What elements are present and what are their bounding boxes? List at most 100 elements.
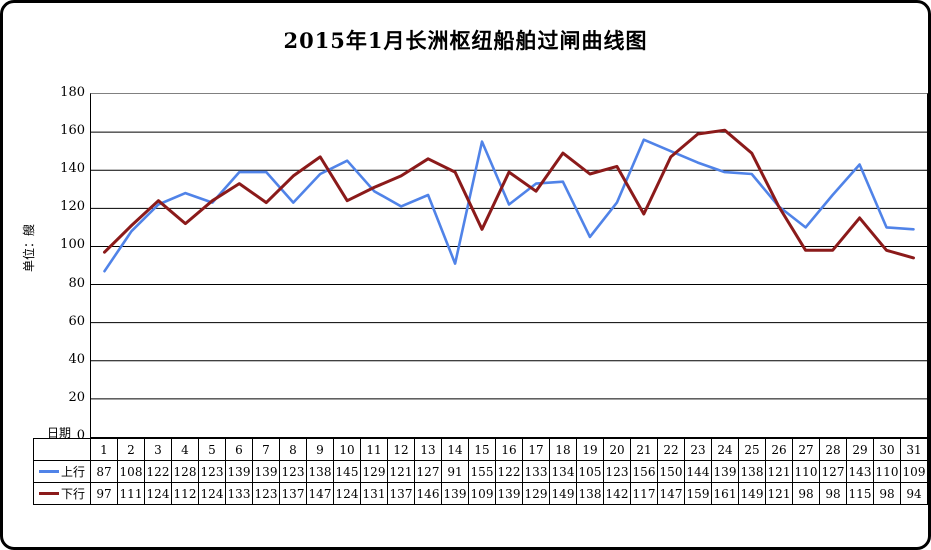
value-cell: 122 — [495, 460, 523, 483]
value-cell: 124 — [198, 482, 226, 505]
value-cell: 108 — [117, 460, 145, 483]
day-header-cell: 9 — [306, 438, 334, 461]
day-header-cell: 12 — [387, 438, 415, 461]
y-tick-label: 80 — [68, 275, 85, 291]
value-cell: 109 — [900, 460, 928, 483]
value-cell: 98 — [792, 482, 820, 505]
value-cell: 143 — [846, 460, 874, 483]
value-cell: 129 — [360, 460, 388, 483]
y-tick-label: 100 — [60, 237, 85, 253]
day-header-cell: 31 — [900, 438, 928, 461]
value-cell: 139 — [441, 482, 469, 505]
value-cell: 139 — [495, 482, 523, 505]
value-cell: 117 — [630, 482, 658, 505]
legend-label: 下行 — [60, 487, 85, 501]
day-header-cell: 1 — [90, 438, 118, 461]
table-row-下行: 下行 97 111 124 112 124 133 123 137 147 124 131 137 146… — [33, 482, 928, 505]
value-cell: 121 — [765, 482, 793, 505]
value-cell: 144 — [684, 460, 712, 483]
value-cell: 123 — [279, 460, 307, 483]
y-tick-label: 160 — [60, 123, 85, 139]
day-header-cell: 26 — [765, 438, 793, 461]
y-tick-label: 140 — [60, 161, 85, 177]
value-cell: 161 — [711, 482, 739, 505]
day-header-cell: 27 — [792, 438, 820, 461]
value-cell: 123 — [198, 460, 226, 483]
value-cell: 139 — [252, 460, 280, 483]
value-cell: 139 — [225, 460, 253, 483]
table-row-上行: 上行 87 108 122 128 123 139 139 123 138 145 129 121 127… — [33, 460, 928, 483]
day-header-cell: 4 — [171, 438, 199, 461]
legend-cell-下行: 下行 — [33, 482, 91, 505]
day-header-cell: 2 — [117, 438, 145, 461]
day-header-cell: 8 — [279, 438, 307, 461]
day-header-cell: 5 — [198, 438, 226, 461]
value-cell: 105 — [576, 460, 604, 483]
value-cell: 155 — [468, 460, 496, 483]
data-table: 1 2 3 4 5 6 7 8 9 10 11 12 13 14 15 16 17 18 19 20 21 22 23 24 2… — [33, 438, 928, 505]
value-cell: 149 — [549, 482, 577, 505]
day-header-cell: 21 — [630, 438, 658, 461]
value-cell: 98 — [873, 482, 901, 505]
value-cell: 137 — [387, 482, 415, 505]
value-cell: 124 — [333, 482, 361, 505]
y-tick-label: 180 — [60, 85, 85, 100]
value-cell: 115 — [846, 482, 874, 505]
value-cell: 133 — [522, 460, 550, 483]
day-header-cell: 13 — [414, 438, 442, 461]
value-cell: 142 — [603, 482, 631, 505]
value-cell: 138 — [306, 460, 334, 483]
value-cell: 133 — [225, 482, 253, 505]
x-axis-label: 日期 — [47, 426, 72, 440]
value-cell: 138 — [576, 482, 604, 505]
value-cell: 94 — [900, 482, 928, 505]
value-cell: 145 — [333, 460, 361, 483]
y-tick-label: 60 — [68, 313, 85, 329]
day-header-cell: 17 — [522, 438, 550, 461]
day-header-cell: 6 — [225, 438, 253, 461]
value-cell: 137 — [279, 482, 307, 505]
y-tick-label: 40 — [68, 351, 85, 367]
value-cell: 127 — [819, 460, 847, 483]
value-cell: 122 — [144, 460, 172, 483]
day-header-cell: 7 — [252, 438, 280, 461]
y-axis-unit-label: 单位：艘 — [22, 224, 36, 273]
day-header-cell: 16 — [495, 438, 523, 461]
value-cell: 147 — [306, 482, 334, 505]
day-header-cell: 3 — [144, 438, 172, 461]
day-header-cell: 20 — [603, 438, 631, 461]
value-cell: 149 — [738, 482, 766, 505]
legend-label: 上行 — [60, 465, 85, 479]
value-cell: 147 — [657, 482, 685, 505]
value-cell: 121 — [387, 460, 415, 483]
value-cell: 123 — [252, 482, 280, 505]
series-line-下行 — [103, 128, 915, 260]
y-tick-label: 20 — [68, 389, 85, 405]
value-cell: 150 — [657, 460, 685, 483]
table-header-row: 1 2 3 4 5 6 7 8 9 10 11 12 13 14 15 16 17 18 19 20 21 22 23 24 2… — [33, 438, 928, 461]
value-cell: 128 — [171, 460, 199, 483]
plot-area — [90, 93, 928, 438]
value-cell: 146 — [414, 482, 442, 505]
value-cell: 131 — [360, 482, 388, 505]
value-cell: 156 — [630, 460, 658, 483]
value-cell: 98 — [819, 482, 847, 505]
legend-cell-上行: 上行 — [33, 460, 91, 483]
value-cell: 112 — [171, 482, 199, 505]
value-cell: 124 — [144, 482, 172, 505]
value-cell: 138 — [738, 460, 766, 483]
value-cell: 123 — [603, 460, 631, 483]
day-header-cell: 25 — [738, 438, 766, 461]
y-tick-label: 120 — [60, 199, 85, 215]
day-header-cell: 14 — [441, 438, 469, 461]
day-header-cell: 24 — [711, 438, 739, 461]
legend-line-icon — [38, 492, 59, 495]
day-header-cell: 10 — [333, 438, 361, 461]
table-corner-cell — [33, 438, 91, 461]
value-cell: 129 — [522, 482, 550, 505]
day-header-cell: 22 — [657, 438, 685, 461]
value-cell: 121 — [765, 460, 793, 483]
day-header-cell: 30 — [873, 438, 901, 461]
value-cell: 91 — [441, 460, 469, 483]
